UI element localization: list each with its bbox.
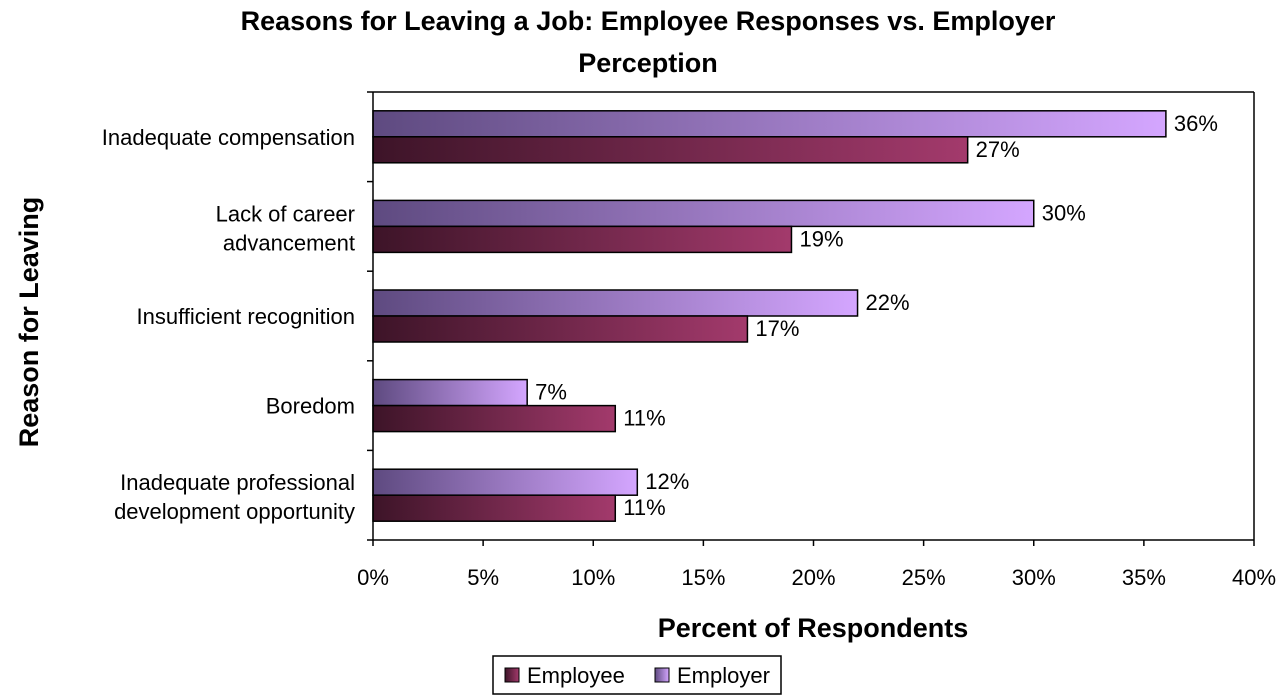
category-label: Lack of career advancement [216, 201, 355, 255]
chart-title-line-1: Reasons for Leaving a Job: Employee Resp… [241, 6, 1056, 36]
data-label-employee: 11% [623, 406, 665, 431]
data-label-employer: 12% [645, 469, 689, 494]
plot-area: 36%27%30%19%22%17%7%11%12%11%Inadequate … [102, 91, 1276, 590]
chart-title-line-2: Perception [578, 48, 718, 78]
data-label-employee: 17% [755, 316, 799, 341]
category-label: Inadequate professional development oppor… [114, 470, 355, 524]
x-tick-label: 15% [681, 565, 725, 590]
category-label: Insufficient recognition [136, 304, 355, 329]
bar-employee [372, 404, 617, 433]
legend-label: Employer [677, 663, 770, 688]
data-label-employer: 7% [535, 380, 567, 405]
legend-swatch [504, 667, 520, 683]
data-label-employer: 30% [1042, 200, 1086, 225]
x-tick-label: 40% [1232, 565, 1276, 590]
bar-employer [372, 110, 1167, 138]
legend-swatch [654, 667, 670, 683]
x-axis-title: Percent of Respondents [658, 613, 969, 643]
x-tick-label: 20% [791, 565, 835, 590]
category-label: Boredom [266, 394, 355, 419]
legend-label: Employee [527, 663, 625, 688]
x-tick-label: 5% [467, 565, 499, 590]
data-label-employee: 27% [976, 137, 1020, 162]
x-tick-label: 35% [1122, 565, 1166, 590]
data-label-employer: 36% [1174, 111, 1218, 136]
y-axis-title: Reason for Leaving [14, 197, 44, 448]
data-label-employee: 11% [623, 495, 665, 520]
x-tick-label: 25% [902, 565, 946, 590]
data-label-employee: 19% [799, 226, 843, 251]
bar-employer [372, 199, 1035, 228]
legend: Employee Employer [492, 655, 782, 695]
x-tick-label: 0% [357, 565, 389, 590]
bar-employer [372, 289, 859, 317]
bar-employee [372, 225, 793, 254]
category-label: Inadequate compensation [102, 125, 355, 150]
bar-employer [372, 468, 639, 496]
bar-employer [372, 378, 528, 407]
x-tick-label: 30% [1012, 565, 1056, 590]
bar-employee [372, 315, 749, 343]
bar-employee [372, 494, 617, 522]
legend-box [492, 655, 782, 695]
bar-employee [372, 136, 969, 164]
x-tick-label: 10% [571, 565, 615, 590]
data-label-employer: 22% [866, 290, 910, 315]
